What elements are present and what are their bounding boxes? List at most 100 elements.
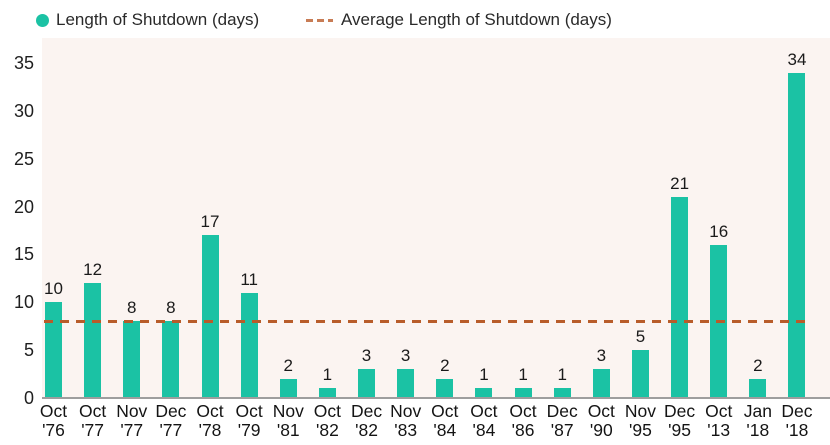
- bar-dec87: [553, 388, 571, 398]
- series-dot-icon: [36, 13, 49, 27]
- y-tick-label: 30: [13, 100, 34, 121]
- x-tick-month: Nov: [116, 401, 148, 421]
- y-tick-label: 25: [13, 148, 34, 169]
- x-tick-year: '81: [276, 420, 300, 440]
- bar-oct90: [592, 369, 610, 398]
- bar-oct77: [84, 283, 102, 398]
- bar-value-label: 17: [200, 212, 220, 232]
- bar-value-label: 10: [44, 279, 63, 299]
- x-tick-year: '86: [511, 420, 535, 440]
- x-tick-year: '78: [198, 420, 222, 440]
- bar-value-label: 3: [596, 346, 607, 366]
- y-axis-tick-labels: 0 5 10 15 20 25 30 35: [0, 0, 34, 420]
- x-tick-year: '83: [394, 420, 418, 440]
- bar-oct76: [45, 302, 62, 398]
- x-tick-year: '77: [81, 420, 105, 440]
- x-tick-label: Oct '78: [187, 402, 233, 440]
- bar-dec18: [788, 72, 806, 398]
- legend-item-average: Average Length of Shutdown (days): [306, 10, 612, 30]
- x-tick-month: Dec: [781, 401, 813, 421]
- x-tick-label: Jan '18: [735, 402, 781, 440]
- bar-value-label: 11: [240, 269, 258, 289]
- bar-value-label: 8: [127, 298, 137, 318]
- x-tick-month: Oct: [705, 401, 733, 421]
- bar-value-label: 1: [322, 365, 333, 385]
- bar-dec95: [671, 197, 689, 398]
- bar-value-label: 34: [787, 49, 807, 69]
- x-tick-label: Oct '82: [304, 402, 350, 440]
- x-tick-month: Oct: [431, 401, 459, 421]
- y-tick-label: 20: [13, 196, 34, 217]
- x-tick-label: Dec '87: [539, 402, 585, 440]
- x-tick-year: '77: [159, 420, 183, 440]
- x-tick-label: Nov '95: [617, 402, 663, 440]
- legend-label-average: Average Length of Shutdown (days): [341, 10, 612, 29]
- x-tick-label: Nov '77: [109, 402, 155, 440]
- y-tick-label: 0: [23, 388, 34, 408]
- plot-area: 10 12 8 8 17 11 2 1 3 3 2 1 1 1 3 5 21 16 2 34: [42, 38, 830, 398]
- y-tick-label: 10: [13, 292, 34, 313]
- bar-nov95: [631, 350, 649, 398]
- x-tick-year: '18: [785, 420, 809, 440]
- x-tick-year: '77: [120, 420, 144, 440]
- legend-item-shutdown-length: Length of Shutdown (days): [36, 10, 259, 30]
- x-tick-year: '18: [746, 420, 770, 440]
- x-tick-month: Nov: [390, 401, 422, 421]
- x-tick-label: Dec '18: [774, 402, 820, 440]
- x-tick-year: '90: [589, 420, 613, 440]
- legend: Length of Shutdown (days) Average Length…: [0, 0, 830, 38]
- bar-nov81: [279, 378, 297, 398]
- x-tick-year: '79: [237, 420, 261, 440]
- x-tick-label: Dec '82: [344, 402, 390, 440]
- x-tick-year: '82: [355, 420, 378, 440]
- x-axis-line: [42, 397, 830, 399]
- x-tick-month: Oct: [79, 401, 107, 421]
- x-tick-month: Oct: [196, 401, 224, 421]
- x-tick-month: Dec: [155, 401, 187, 421]
- x-tick-month: Oct: [587, 401, 615, 421]
- average-line: [44, 320, 806, 324]
- x-axis-tick-labels: Oct '76 Oct '77 Nov '77 Dec '77 Oct '78 Oct '79 Nov '…: [40, 401, 830, 444]
- average-dash-icon: [306, 18, 333, 22]
- x-tick-label: Oct '84: [461, 402, 507, 440]
- x-tick-year: '76: [42, 420, 65, 440]
- bar-value-label: 8: [166, 298, 176, 318]
- bar-oct84: [475, 388, 493, 398]
- x-tick-label: Oct '77: [70, 402, 116, 440]
- x-tick-label: Oct '90: [578, 402, 624, 440]
- x-tick-label: Dec '77: [148, 402, 194, 440]
- x-tick-month: Dec: [350, 401, 383, 421]
- bar-oct84: [436, 378, 454, 398]
- x-tick-label: Oct '13: [696, 402, 742, 440]
- bar-oct86: [514, 388, 532, 398]
- bar-value-label: 1: [518, 365, 528, 385]
- x-tick-year: '95: [629, 420, 652, 440]
- x-tick-label: Oct '79: [226, 402, 272, 440]
- x-tick-month: Dec: [546, 401, 578, 421]
- bar-value-label: 16: [709, 221, 729, 241]
- x-tick-year: '87: [550, 420, 574, 440]
- y-tick-label: 35: [13, 53, 34, 74]
- bar-value-label: 1: [557, 365, 567, 385]
- bar-value-label: 3: [400, 346, 411, 366]
- y-tick-label: 5: [23, 340, 34, 361]
- x-tick-month: Jan: [743, 401, 772, 421]
- x-tick-month: Oct: [509, 401, 537, 421]
- bar-value-label: 21: [670, 174, 690, 194]
- bar-oct82: [318, 388, 336, 398]
- x-tick-label: Oct '76: [31, 402, 77, 440]
- bar-dec82: [358, 369, 376, 398]
- x-tick-label: Oct '86: [500, 402, 546, 440]
- bar-nov83: [397, 369, 415, 398]
- x-tick-year: '84: [433, 420, 457, 440]
- bar-value-label: 12: [83, 260, 103, 280]
- x-tick-month: Oct: [313, 401, 342, 421]
- x-tick-month: Nov: [624, 401, 656, 421]
- x-tick-label: Nov '83: [383, 402, 429, 440]
- bar-value-label: 2: [440, 355, 450, 375]
- y-tick-label: 15: [13, 244, 34, 265]
- bar-jan18: [749, 378, 767, 398]
- bar-oct79: [240, 292, 258, 398]
- x-tick-month: Oct: [39, 401, 68, 421]
